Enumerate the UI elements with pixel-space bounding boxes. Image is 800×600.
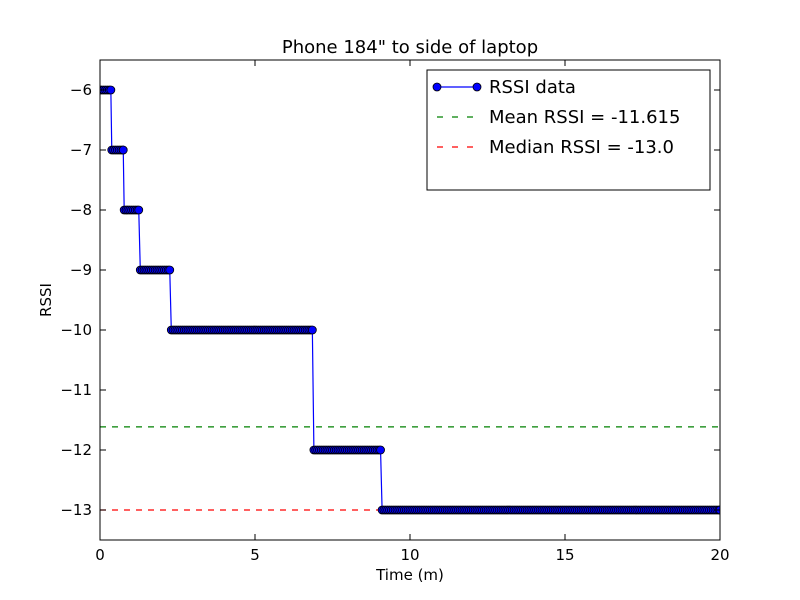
legend-entry-label: Median RSSI = -13.0 xyxy=(489,137,674,158)
y-tick-label: −8 xyxy=(70,201,92,219)
y-tick-label: −9 xyxy=(70,261,92,279)
y-tick-label: −11 xyxy=(60,381,92,399)
rssi-data-point xyxy=(165,265,175,275)
series-layer xyxy=(100,85,720,515)
rssi-data-point xyxy=(307,325,317,335)
rssi-data-point xyxy=(134,205,144,215)
x-tick-label: 20 xyxy=(710,546,729,564)
rssi-data-point xyxy=(118,145,128,155)
rssi-data-point xyxy=(106,85,116,95)
y-tick-label: −13 xyxy=(60,501,92,519)
legend-entry-label: RSSI data xyxy=(489,77,576,98)
y-tick-label: −7 xyxy=(70,141,92,159)
x-tick-label: 10 xyxy=(400,546,419,564)
chart-title: Phone 184" to side of laptop xyxy=(282,37,538,58)
x-tick-label: 0 xyxy=(95,546,105,564)
y-tick-label: −6 xyxy=(70,81,92,99)
x-axis: 0 5 10 15 20 xyxy=(95,60,730,564)
y-axis: −6 −7 −8 −9 −10 −11 −12 −13 xyxy=(60,81,720,519)
rssi-data-point xyxy=(376,445,385,455)
legend-swatch-marker xyxy=(432,82,442,92)
y-tick-label: −10 xyxy=(60,321,92,339)
x-tick-label: 15 xyxy=(555,546,574,564)
x-tick-label: 5 xyxy=(250,546,260,564)
y-tick-label: −12 xyxy=(60,441,92,459)
legend: RSSI data Mean RSSI = -11.615 Median RSSI … xyxy=(426,69,711,191)
legend-entry-label: Mean RSSI = -11.615 xyxy=(489,107,680,128)
x-axis-label: Time (m) xyxy=(375,566,444,584)
y-axis-label: RSSI xyxy=(37,283,55,317)
legend-swatch-marker xyxy=(472,82,482,92)
reference-lines xyxy=(100,426,720,511)
